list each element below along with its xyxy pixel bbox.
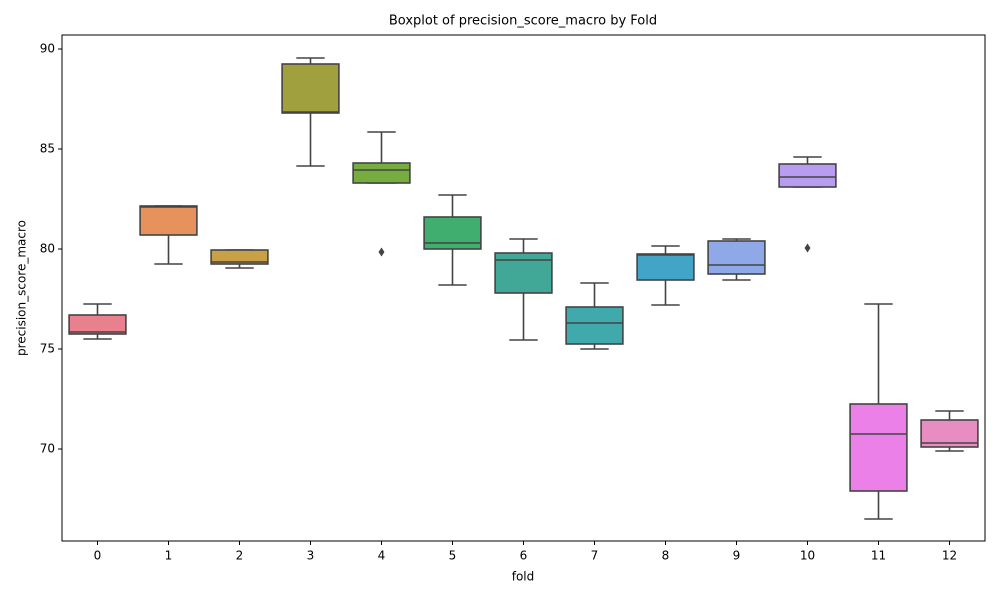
x-tick-label: 3 <box>307 549 315 563</box>
box <box>494 252 553 294</box>
box <box>707 240 766 275</box>
box <box>778 163 837 188</box>
box <box>68 314 127 335</box>
x-tick-label: 1 <box>165 549 173 563</box>
y-tick-label: 80 <box>40 242 55 256</box>
y-axis-label: precision_score_macro <box>15 220 29 356</box>
x-tick-label: 0 <box>94 549 102 563</box>
plot-frame <box>61 34 986 542</box>
x-tick-label: 6 <box>520 549 528 563</box>
box <box>423 216 482 250</box>
x-tick-label: 4 <box>378 549 386 563</box>
box <box>210 249 269 265</box>
outlier <box>378 247 385 257</box>
box <box>565 306 624 345</box>
x-tick-label: 5 <box>449 549 457 563</box>
y-tick-label: 85 <box>40 142 55 156</box>
y-tick-label: 75 <box>40 342 55 356</box>
box <box>849 403 908 492</box>
chart-title: Boxplot of precision_score_macro by Fold <box>389 14 657 29</box>
outlier <box>804 243 811 253</box>
x-tick-label: 12 <box>942 549 957 563</box>
x-tick-label: 9 <box>733 549 741 563</box>
box <box>281 63 340 114</box>
y-tick-label: 90 <box>40 42 55 56</box>
box <box>352 162 411 184</box>
box <box>139 205 198 236</box>
x-tick-label: 7 <box>591 549 599 563</box>
x-tick-label: 10 <box>800 549 815 563</box>
y-tick-label: 70 <box>40 442 55 456</box>
x-axis-label: fold <box>512 570 535 584</box>
x-tick-label: 2 <box>236 549 244 563</box>
x-tick-label: 11 <box>871 549 886 563</box>
x-tick-label: 8 <box>662 549 670 563</box>
box <box>636 253 695 281</box>
